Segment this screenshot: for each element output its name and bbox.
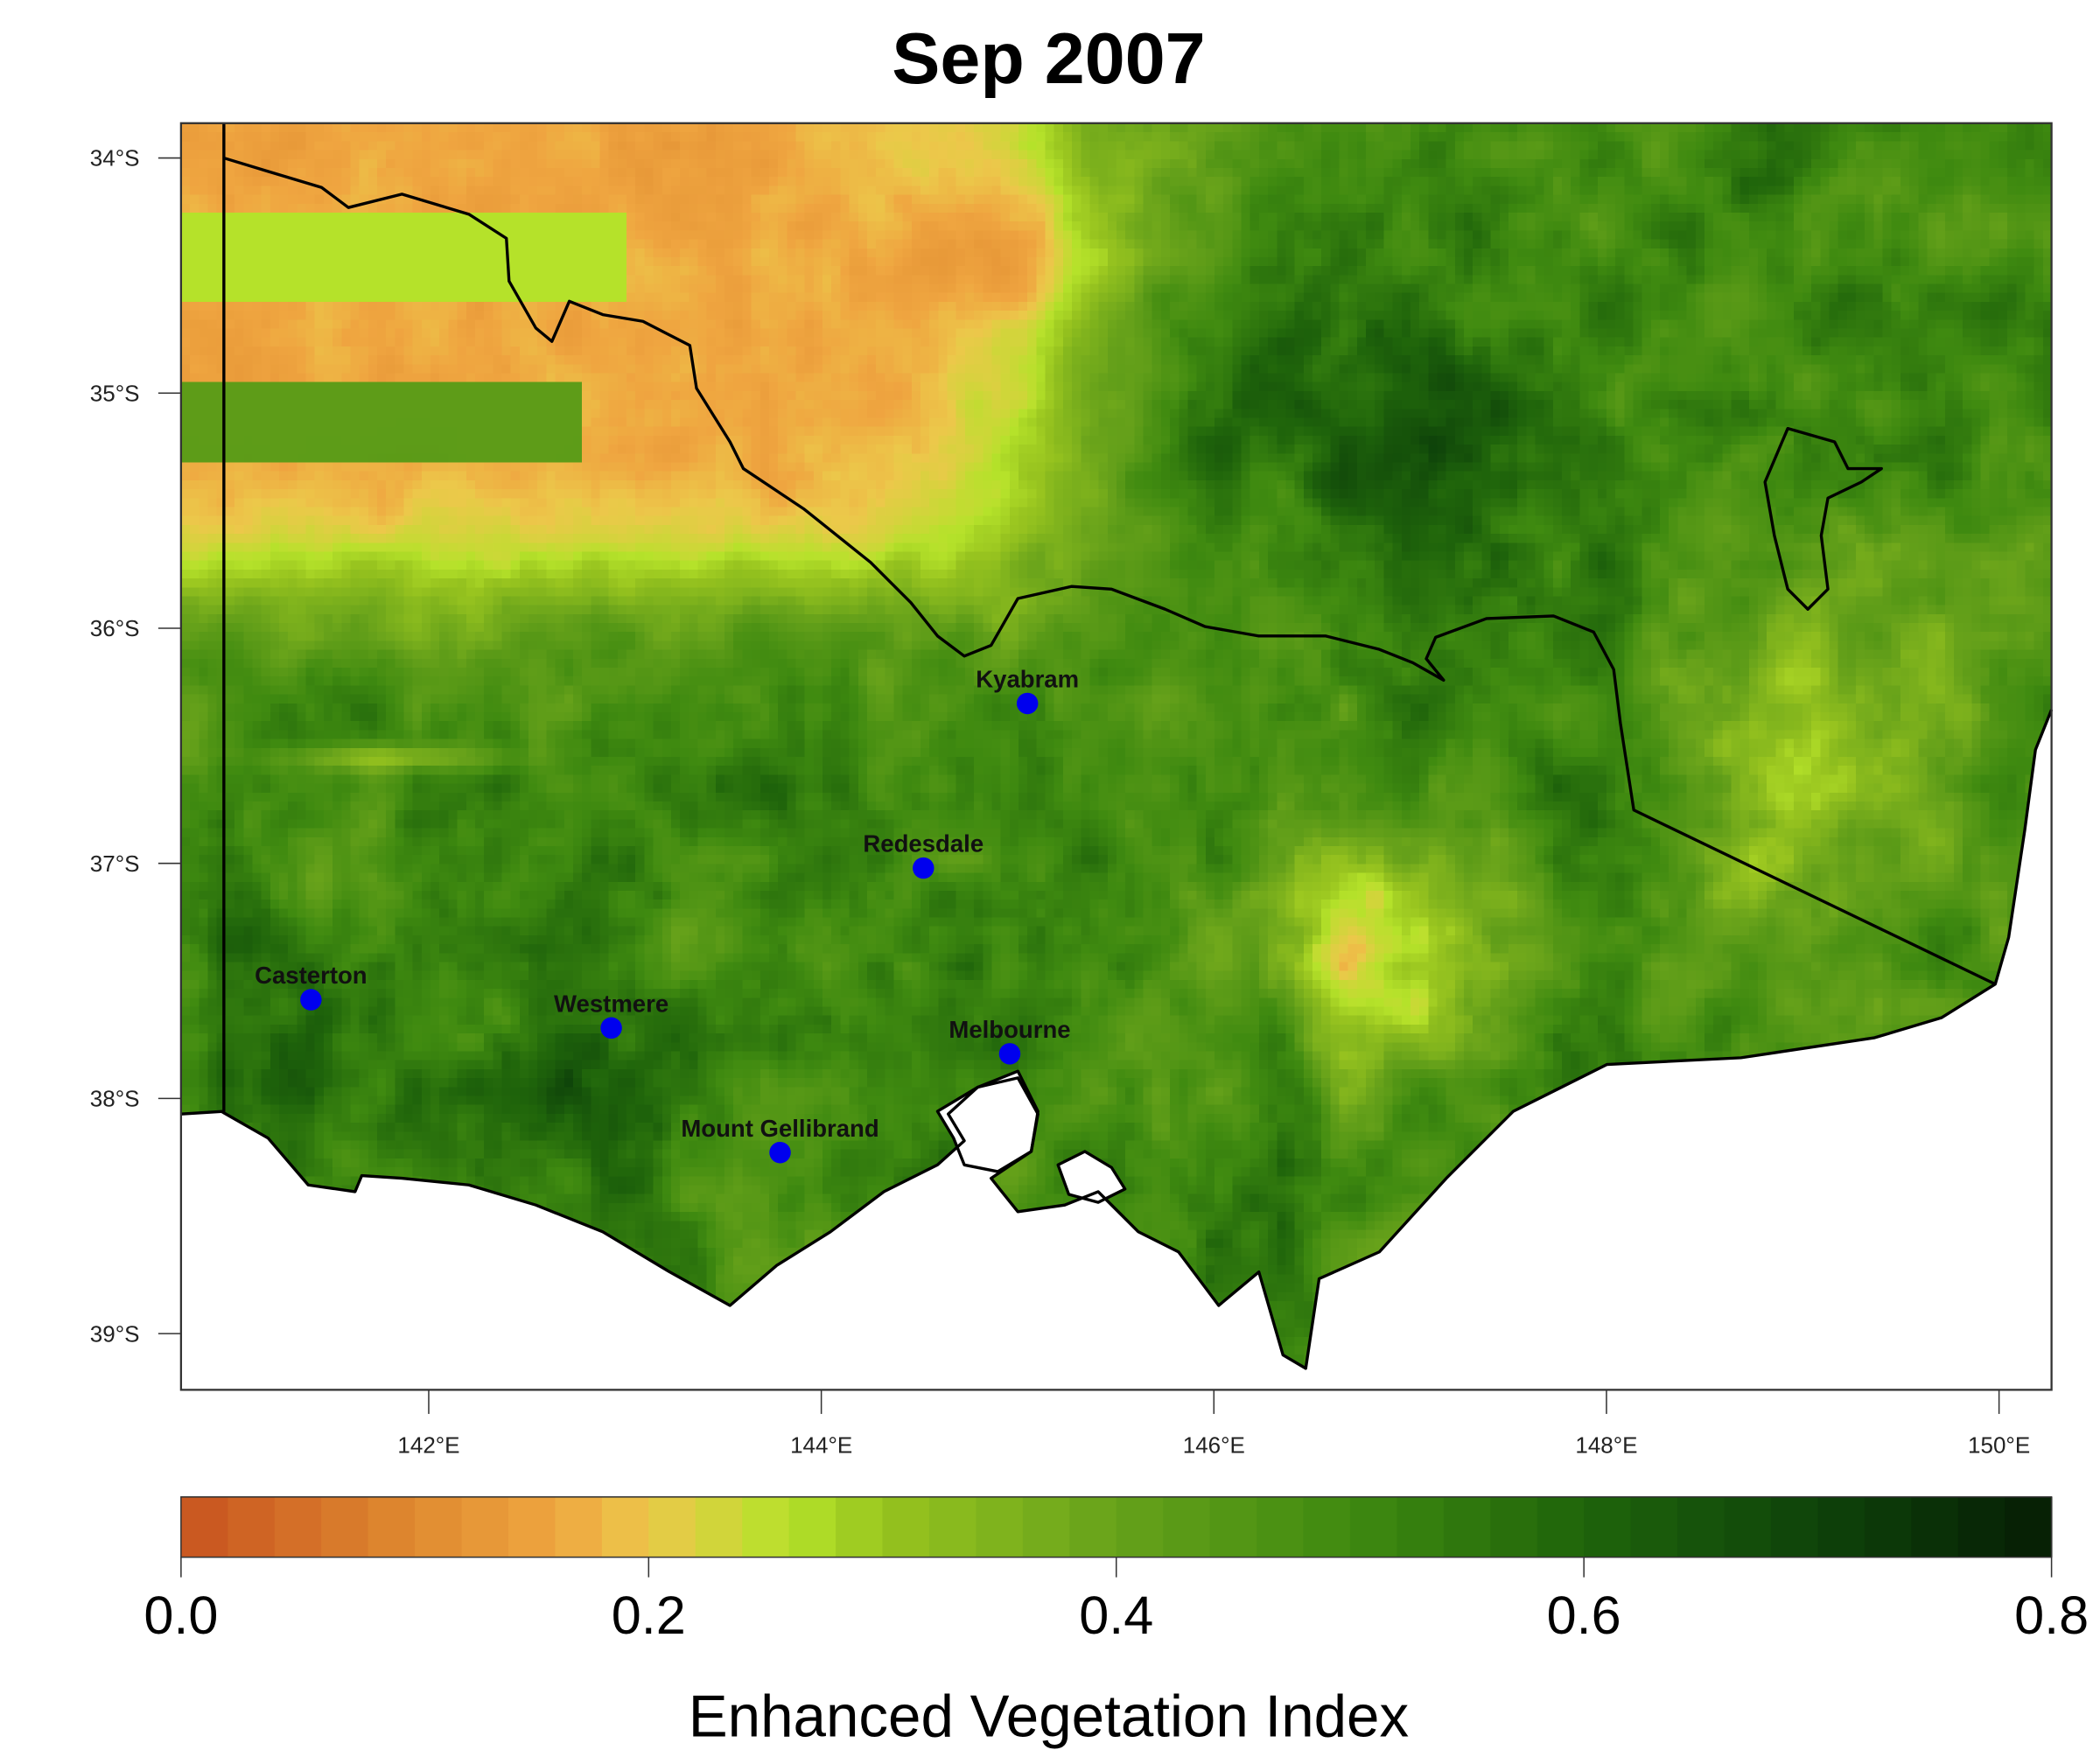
city-marker: Redesdale <box>863 830 984 879</box>
ocean-mask <box>180 710 2052 1390</box>
y-tick-label: 38°S <box>90 1086 140 1112</box>
colorbar-bin <box>882 1496 930 1558</box>
city-dot <box>913 857 934 879</box>
colorbar-bin <box>1256 1496 1305 1558</box>
colorbar-bin <box>836 1496 884 1558</box>
plot-frame <box>179 122 2053 1391</box>
colorbar-bin <box>1584 1496 1632 1558</box>
city-dot <box>300 989 322 1011</box>
colorbar <box>180 1496 2053 1558</box>
y-tick-label: 36°S <box>90 615 140 641</box>
city-dot <box>600 1017 622 1040</box>
city-marker: Mount Gellibrand <box>681 1115 879 1164</box>
coastline <box>220 709 2054 1370</box>
x-tick-label: 148°E <box>1575 1432 1637 1458</box>
ocean-area <box>180 710 2052 1390</box>
city-label: Redesdale <box>863 830 984 858</box>
colorbar-bin <box>1303 1496 1351 1558</box>
colorbar-bin <box>1817 1496 1866 1558</box>
colorbar-bin <box>415 1496 463 1558</box>
colorbar-bin <box>1349 1496 1398 1558</box>
city-marker: Westmere <box>554 990 668 1040</box>
sa-border <box>180 122 226 1116</box>
colorbar-tick-label: 0.0 <box>144 1586 218 1645</box>
colorbar-bin <box>180 1496 229 1558</box>
colorbar-bin <box>1911 1496 1959 1558</box>
colorbar-bin <box>1443 1496 1492 1558</box>
colorbar-bin <box>928 1496 977 1558</box>
city-marker: Melbourne <box>948 1016 1071 1065</box>
city-label: Westmere <box>554 990 668 1017</box>
colorbar-bin <box>1069 1496 1117 1558</box>
colorbar-tick-label: 0.6 <box>1547 1586 1621 1645</box>
colorbar-bin <box>1957 1496 2006 1558</box>
colorbar-bin <box>1116 1496 1165 1558</box>
x-tick-label: 146°E <box>1183 1432 1245 1458</box>
city-dot <box>769 1141 791 1164</box>
colorbar-bin <box>1536 1496 1586 1558</box>
city-marker: Casterton <box>255 962 368 1011</box>
y-tick-label: 35°S <box>90 380 140 406</box>
colorbar-tick-label: 0.4 <box>1079 1586 1153 1645</box>
colorbar-bin <box>1163 1496 1211 1558</box>
city-label: Casterton <box>255 962 368 989</box>
y-tick-label: 37°S <box>90 850 140 877</box>
lake-outline <box>1763 426 1883 611</box>
city-label: Mount Gellibrand <box>681 1115 878 1142</box>
colorbar-bin <box>1677 1496 1726 1558</box>
colorbar-bin <box>368 1496 416 1558</box>
colorbar-bin <box>1209 1496 1257 1558</box>
colorbar-bin <box>1490 1496 1538 1558</box>
y-tick-label: 39°S <box>90 1320 140 1347</box>
colorbar-bin <box>788 1496 837 1558</box>
city-dot <box>1016 692 1039 715</box>
colorbar-bin <box>1022 1496 1071 1558</box>
murray-river-border <box>223 156 1997 986</box>
colorbar-bin <box>508 1496 556 1558</box>
city-marker: Kyabram <box>976 666 1079 715</box>
x-tick-label: 142°E <box>397 1432 459 1458</box>
colorbar-bin <box>461 1496 509 1558</box>
y-tick-label: 34°S <box>90 145 140 172</box>
colorbar-bin <box>321 1496 369 1558</box>
colorbar-bin <box>228 1496 276 1558</box>
colorbar-bin <box>2005 1496 2053 1558</box>
western-port-bay <box>1056 1150 1127 1204</box>
y-axis: 34°S 35°S 36°S 37°S 38°S 39°S <box>90 145 181 1347</box>
x-axis: 142°E 144°E 146°E 148°E 150°E <box>397 1390 2030 1458</box>
colorbar-bin <box>695 1496 744 1558</box>
colorbar-tick-label: 0.8 <box>2014 1586 2089 1645</box>
x-tick-label: 150°E <box>1968 1432 2030 1458</box>
city-label: Melbourne <box>948 1016 1070 1043</box>
colorbar-bin <box>1396 1496 1445 1558</box>
colorbar-bin <box>1770 1496 1819 1558</box>
state-borders <box>180 122 2054 1370</box>
colorbar-tick-label: 0.2 <box>612 1586 686 1645</box>
colorbar-bin <box>1724 1496 1772 1558</box>
colorbar-bin <box>1864 1496 1913 1558</box>
colorbar-title: Enhanced Vegetation Index <box>689 1684 1409 1750</box>
colorbar-bin <box>648 1496 696 1558</box>
city-dot <box>998 1043 1021 1065</box>
colorbar-bin <box>976 1496 1024 1558</box>
colorbar-bin <box>1630 1496 1678 1558</box>
colorbar-bin <box>555 1496 603 1558</box>
colorbar-bin <box>274 1496 323 1558</box>
chart-title: Sep 2007 <box>892 18 1205 99</box>
city-label: Kyabram <box>976 666 1079 693</box>
colorbar-ticks: 0.0 0.2 0.4 0.6 0.8 <box>144 1557 2089 1645</box>
x-tick-label: 144°E <box>790 1432 852 1458</box>
colorbar-bin <box>742 1496 790 1558</box>
city-markers: Kyabram Redesdale Casterton Westmere Mel… <box>255 666 1079 1164</box>
colorbar-bin <box>601 1496 650 1558</box>
